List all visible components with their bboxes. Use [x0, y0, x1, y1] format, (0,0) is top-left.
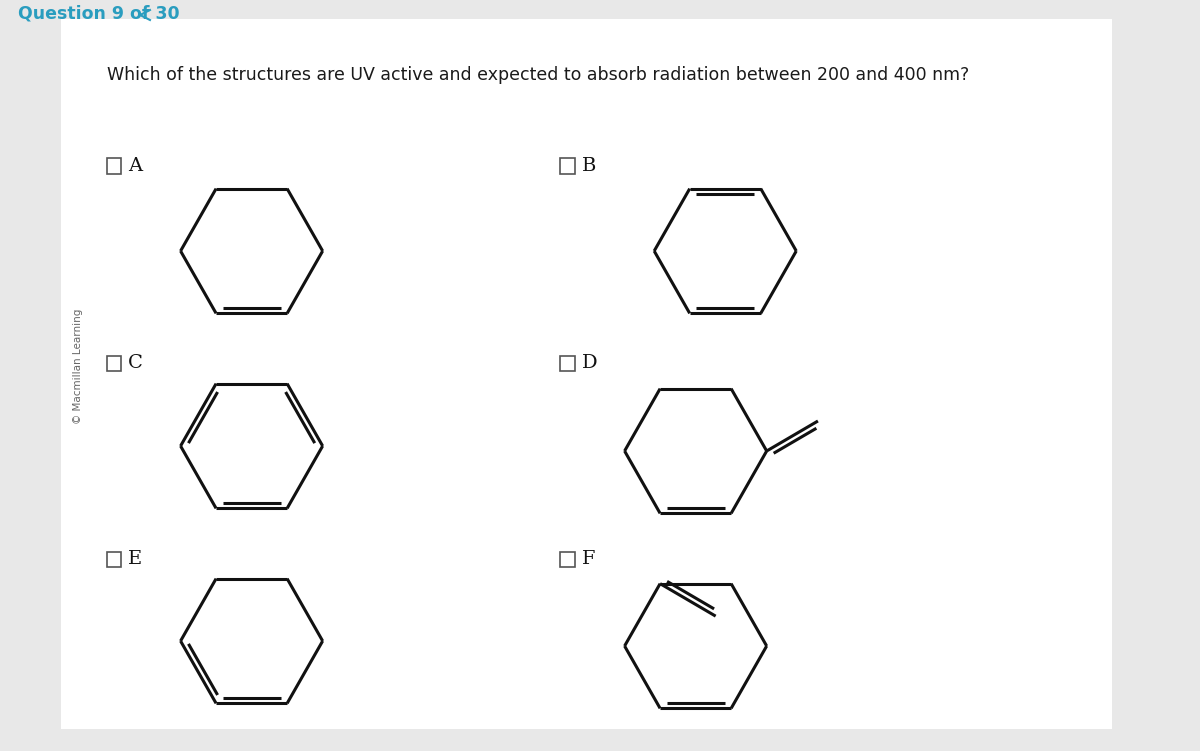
Text: D: D	[582, 354, 598, 372]
Text: B: B	[582, 157, 596, 175]
Text: A: A	[128, 157, 143, 175]
Text: Question 9 of 30: Question 9 of 30	[18, 5, 179, 23]
Bar	[560, 355, 575, 370]
Text: © Macmillan Learning: © Macmillan Learning	[73, 309, 83, 424]
FancyBboxPatch shape	[61, 19, 1112, 729]
Text: C: C	[128, 354, 143, 372]
Bar	[107, 355, 121, 370]
Text: F: F	[582, 550, 595, 568]
Bar	[560, 551, 575, 566]
Text: E: E	[128, 550, 143, 568]
Text: Which of the structures are UV active and expected to absorb radiation between 2: Which of the structures are UV active an…	[107, 66, 968, 84]
Bar	[107, 551, 121, 566]
Bar	[560, 158, 575, 173]
Bar	[107, 158, 121, 173]
